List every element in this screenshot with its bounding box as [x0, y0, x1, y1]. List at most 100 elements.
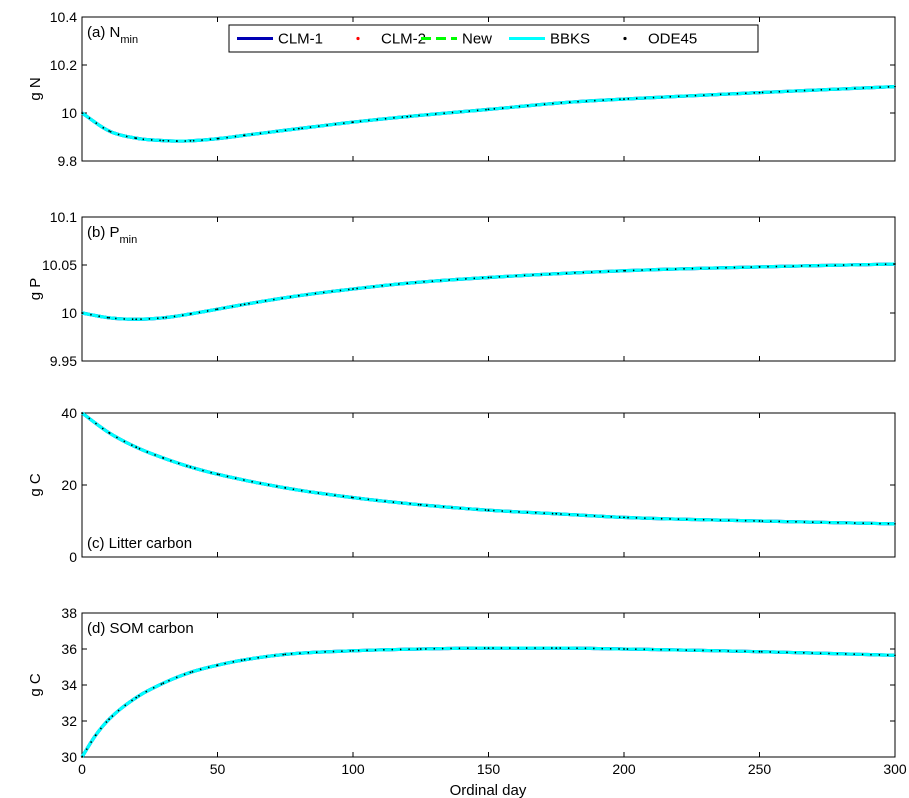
y-tick-label: 10: [61, 305, 77, 321]
legend-entry-bbks: BBKS: [509, 31, 590, 48]
data-point: [162, 316, 165, 319]
series-clm-1-line: [81, 411, 896, 526]
series-clm-1-line: [80, 646, 896, 758]
axes-box: [81, 412, 896, 558]
data-point: [162, 457, 165, 459]
series-bbks-line: [80, 646, 896, 758]
series-new-line: [81, 411, 896, 526]
series-bbks-line: [81, 411, 896, 526]
panel-a: 9.8 10 10.2 10.4 g N (a) Nmin: [27, 9, 896, 169]
data-point: [135, 446, 138, 449]
panel-label: (d) SOM carbon: [87, 620, 194, 637]
data-point: [406, 115, 409, 118]
y-axis-label: g P: [27, 278, 44, 301]
data-point: [623, 648, 625, 650]
series-group: [80, 646, 896, 758]
y-tick-label: 36: [61, 641, 77, 657]
y-axis-label: g C: [27, 473, 44, 497]
data-point: [162, 139, 165, 142]
legend-entry-clm-1: CLM-1: [237, 31, 323, 48]
panel-label-subscript: min: [120, 34, 138, 46]
x-tick-label: 150: [477, 761, 501, 777]
data-point: [135, 137, 138, 140]
legend-label: New: [462, 31, 492, 48]
data-point: [284, 486, 287, 489]
y-axis-label: g N: [27, 77, 44, 100]
data-point: [108, 431, 110, 434]
y-tick-label: 10.05: [42, 257, 77, 273]
data-point: [487, 108, 490, 111]
data-point: [352, 649, 354, 652]
panel-label-main: (a) N: [87, 24, 120, 41]
data-point: [352, 496, 354, 499]
data-point: [243, 134, 246, 137]
x-tick-label: 200: [612, 761, 636, 777]
series-bbks-line: [81, 85, 896, 143]
data-point: [487, 509, 490, 512]
series-ode45-line: [81, 412, 896, 525]
data-point: [419, 648, 422, 650]
panel-label-main: (d) SOM carbon: [87, 620, 194, 637]
data-point: [352, 288, 354, 290]
data-point: [216, 308, 219, 311]
data-point: [894, 654, 896, 657]
legend-label: BBKS: [550, 31, 590, 48]
data-point: [568, 101, 571, 104]
series-clm-2-line: [80, 646, 896, 758]
data-point: [758, 91, 761, 94]
data-point: [623, 516, 625, 519]
data-point: [623, 269, 625, 272]
y-tick-label: 40: [61, 405, 77, 421]
data-point: [297, 294, 300, 297]
data-point: [758, 650, 761, 653]
legend-label: CLM-1: [278, 31, 323, 48]
y-tick-label: 30: [61, 749, 77, 765]
data-point: [487, 647, 490, 649]
data-point: [108, 316, 110, 319]
series-ode45-line: [81, 647, 896, 758]
data-point: [243, 658, 246, 661]
series-group: [81, 262, 896, 321]
panel-label: (b) Pmin: [87, 224, 137, 246]
panel-label: (a) Nmin: [87, 24, 138, 46]
data-point: [94, 734, 97, 737]
data-point: [81, 756, 83, 758]
y-tick-label: 38: [61, 605, 77, 621]
data-point: [406, 282, 409, 285]
data-point: [419, 503, 422, 506]
legend-entry-new: New: [421, 31, 492, 48]
legend-swatch: [623, 36, 627, 41]
data-point: [135, 696, 138, 699]
legend-label: ODE45: [648, 31, 697, 48]
data-point: [81, 112, 83, 114]
legend-swatch: [356, 36, 360, 41]
data-point: [216, 664, 219, 667]
data-point: [108, 130, 110, 132]
x-axis-label: Ordinal day: [450, 782, 527, 798]
data-point: [216, 137, 219, 140]
series-clm-2-line: [81, 411, 896, 526]
data-point: [135, 318, 138, 321]
data-point: [81, 312, 83, 314]
panel-label-main: (b) P: [87, 224, 120, 241]
data-point: [243, 303, 246, 306]
axes-box: [81, 216, 896, 362]
panel-c: 0 20 40 g C (c) Litter carbon: [27, 405, 896, 565]
panel-label-subscript: min: [120, 234, 138, 246]
panel-b: 9.95 10 10.05 10.1 g P (b) Pmin: [27, 209, 896, 369]
series-new-line: [80, 646, 896, 758]
data-point: [623, 98, 625, 100]
data-point: [189, 466, 192, 468]
data-point: [352, 121, 354, 124]
x-tick-label: 100: [341, 761, 365, 777]
data-point: [81, 412, 83, 414]
x-tick-label: 50: [210, 761, 226, 777]
data-point: [297, 127, 300, 130]
legend-label: CLM-2: [381, 31, 426, 48]
data-point: [894, 85, 896, 88]
series-ode45-line: [81, 85, 896, 142]
x-tick-label: 300: [883, 761, 907, 777]
data-point: [162, 682, 165, 685]
y-tick-label: 10.2: [50, 57, 77, 73]
